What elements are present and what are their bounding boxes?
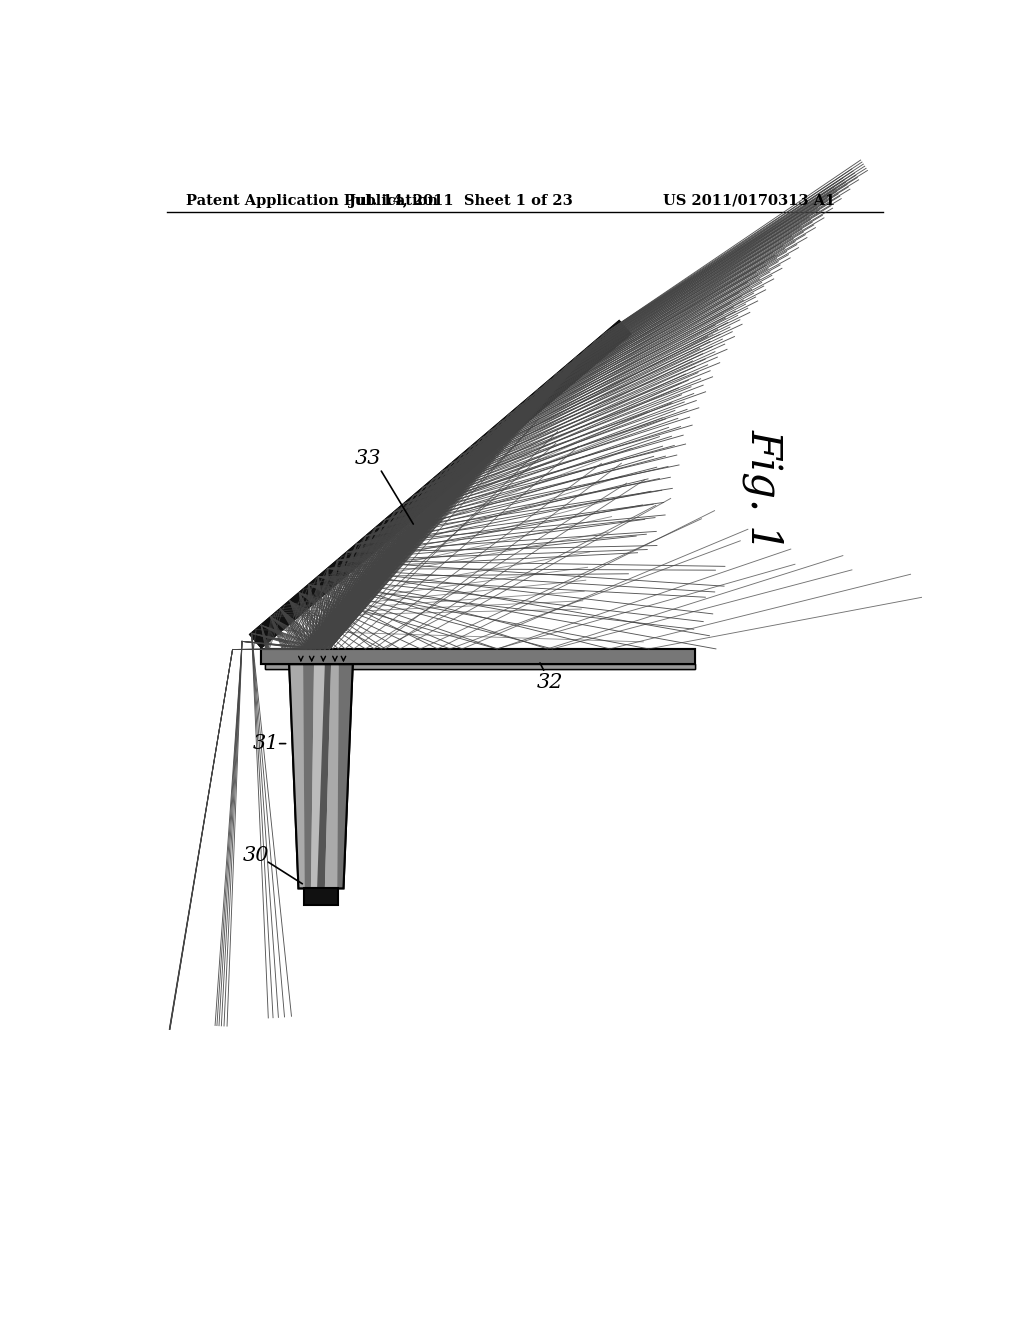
Polygon shape xyxy=(337,664,352,888)
Bar xyxy=(304,888,338,906)
Bar xyxy=(265,664,695,669)
Polygon shape xyxy=(250,321,630,647)
Text: 30: 30 xyxy=(243,846,269,865)
Bar xyxy=(265,664,695,669)
Text: 32: 32 xyxy=(538,672,563,692)
Polygon shape xyxy=(325,664,339,888)
Text: Jul. 14, 2011  Sheet 1 of 23: Jul. 14, 2011 Sheet 1 of 23 xyxy=(349,194,573,207)
Polygon shape xyxy=(303,664,314,888)
Polygon shape xyxy=(289,664,352,888)
Polygon shape xyxy=(317,664,331,888)
Bar xyxy=(261,649,695,664)
Text: Patent Application Publication: Patent Application Publication xyxy=(186,194,438,207)
Polygon shape xyxy=(311,664,325,888)
Polygon shape xyxy=(250,321,630,647)
Text: 33: 33 xyxy=(355,449,382,469)
Text: 31: 31 xyxy=(253,734,280,754)
Bar xyxy=(261,649,695,664)
Polygon shape xyxy=(289,664,305,888)
Text: Fig. 1: Fig. 1 xyxy=(742,429,784,550)
Text: US 2011/0170313 A1: US 2011/0170313 A1 xyxy=(663,194,835,207)
